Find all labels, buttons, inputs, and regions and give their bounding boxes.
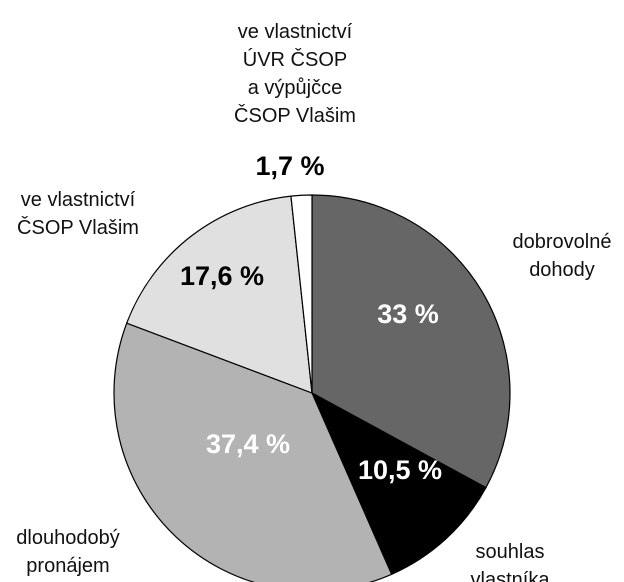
pie-slice [125, 195, 313, 394]
value-label: 1,7 % [255, 151, 324, 181]
pie-slice [311, 194, 511, 489]
category-label: ve vlastnictví ČSOP Vlašim [17, 189, 139, 239]
pie-slice [113, 322, 393, 582]
category-label: dobrovolné dohody [512, 231, 612, 281]
value-label: 33 % [377, 299, 439, 329]
value-label: 10,5 % [358, 455, 442, 485]
value-label: 17,6 % [180, 261, 264, 291]
value-label: 37,4 % [206, 429, 290, 459]
category-label: souhlas vlastníka [470, 541, 550, 582]
pie-slice [310, 391, 487, 576]
category-label: dlouhodobý pronájem [16, 527, 120, 577]
pie-slice [290, 194, 313, 394]
category-label: ve vlastnictví ÚVR ČSOP a výpůjčce ČSOP … [234, 21, 356, 127]
